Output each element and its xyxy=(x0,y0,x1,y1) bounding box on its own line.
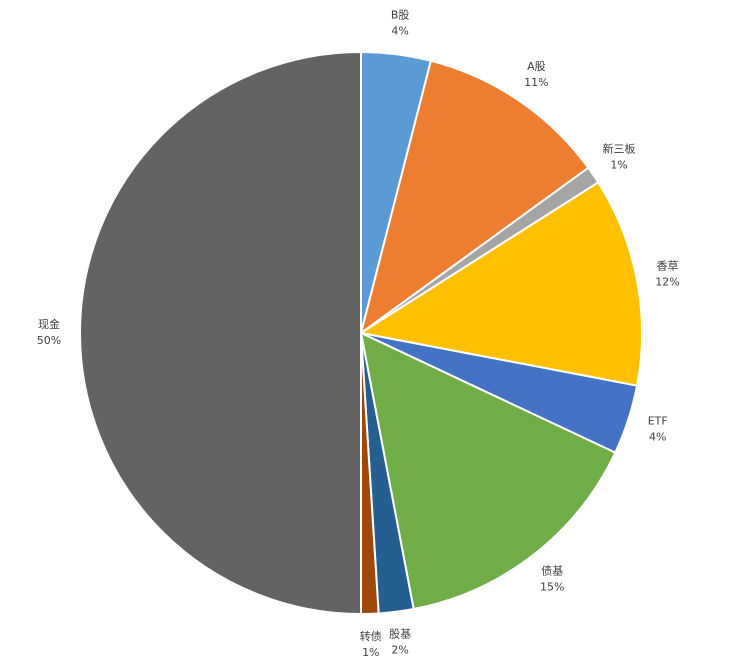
pie-slice xyxy=(359,59,590,336)
slice-value-label: 12% xyxy=(655,276,679,289)
slice-label: 债基 xyxy=(541,564,563,578)
slice-label: 转债 xyxy=(360,629,382,643)
pie-slice xyxy=(79,50,362,616)
slice-label: ETF xyxy=(648,414,668,427)
slice-label: B股 xyxy=(391,8,410,21)
slice-label: 现金 xyxy=(38,317,60,331)
slice-label: A股 xyxy=(527,60,546,73)
slice-label: 股基 xyxy=(389,628,411,641)
slice-label: 新三板 xyxy=(603,142,636,156)
slice-value-label: 11% xyxy=(524,76,548,89)
slice-value-label: 4% xyxy=(391,24,408,37)
pie-slice xyxy=(359,331,617,611)
slice-value-label: 1% xyxy=(362,646,379,659)
slice-value-label: 4% xyxy=(649,430,666,443)
slice-label: 香草 xyxy=(656,260,678,273)
slice-value-label: 15% xyxy=(540,581,564,594)
slice-value-label: 50% xyxy=(37,334,61,347)
pie-slice xyxy=(358,181,643,387)
slice-value-label: 2% xyxy=(391,644,408,657)
slice-value-label: 1% xyxy=(610,159,627,172)
